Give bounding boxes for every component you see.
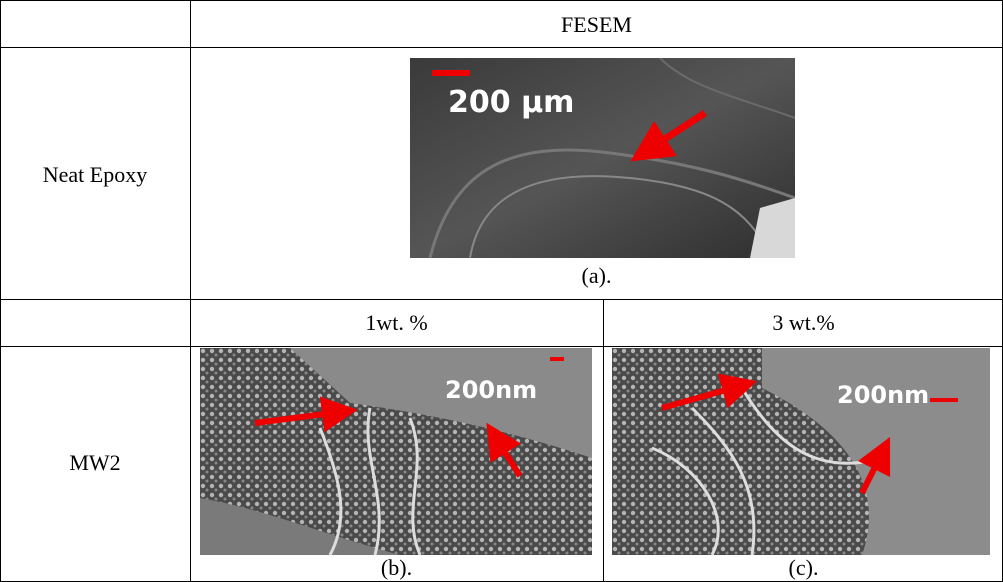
caption: (b). [380,555,413,580]
sem-image: 200nm [612,348,990,555]
sem-image: 200nm [200,348,592,555]
cell [603,299,604,582]
cell [0,346,1003,347]
scale-bar-label: 200nm [445,376,537,404]
cell [190,0,191,582]
column-label: 1wt. % [365,310,428,335]
scale-bar-label: 200nm [837,381,929,409]
column-label: 3 wt.% [772,310,835,335]
cell [0,47,1003,48]
row-label: MW2 [69,450,121,475]
sem-image: 200 µm [410,58,795,258]
column-header: FESEM [561,12,632,37]
caption: (c). [788,555,819,580]
scale-bar-label: 200 µm [448,85,574,120]
caption: (a). [581,263,612,288]
row-label: Neat Epoxy [42,162,148,187]
cell [0,299,1003,300]
